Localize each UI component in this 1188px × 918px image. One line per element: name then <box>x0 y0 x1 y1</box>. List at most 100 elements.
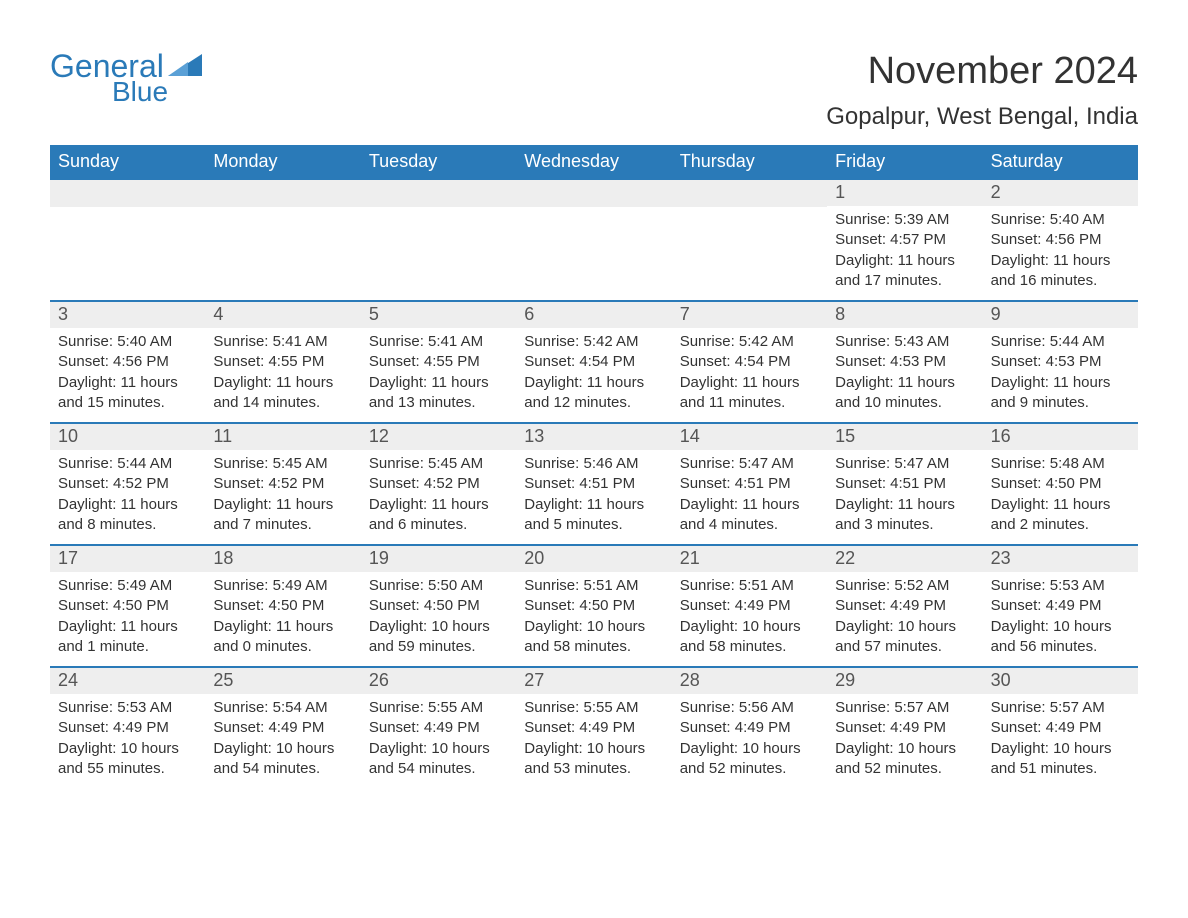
day-cell: 14Sunrise: 5:47 AMSunset: 4:51 PMDayligh… <box>672 424 827 544</box>
daylight-line: Daylight: 11 hours and 7 minutes. <box>213 495 352 536</box>
day-body: Sunrise: 5:47 AMSunset: 4:51 PMDaylight:… <box>827 450 982 543</box>
sunset-line: Sunset: 4:49 PM <box>991 718 1130 738</box>
dow-cell: Friday <box>827 145 982 180</box>
sunrise-line: Sunrise: 5:45 AM <box>369 454 508 474</box>
sunrise-line: Sunrise: 5:39 AM <box>835 210 974 230</box>
day-cell: 10Sunrise: 5:44 AMSunset: 4:52 PMDayligh… <box>50 424 205 544</box>
daylight-line: Daylight: 10 hours and 58 minutes. <box>680 617 819 658</box>
day-number: 26 <box>361 668 516 694</box>
day-body: Sunrise: 5:45 AMSunset: 4:52 PMDaylight:… <box>205 450 360 543</box>
day-body: Sunrise: 5:43 AMSunset: 4:53 PMDaylight:… <box>827 328 982 421</box>
day-cell: 25Sunrise: 5:54 AMSunset: 4:49 PMDayligh… <box>205 668 360 788</box>
sunset-line: Sunset: 4:56 PM <box>991 230 1130 250</box>
sunset-line: Sunset: 4:54 PM <box>680 352 819 372</box>
weeks-container: 1Sunrise: 5:39 AMSunset: 4:57 PMDaylight… <box>50 180 1138 788</box>
daylight-line: Daylight: 11 hours and 5 minutes. <box>524 495 663 536</box>
sunset-line: Sunset: 4:49 PM <box>680 596 819 616</box>
day-cell: 1Sunrise: 5:39 AMSunset: 4:57 PMDaylight… <box>827 180 982 300</box>
day-number: 22 <box>827 546 982 572</box>
day-cell: 24Sunrise: 5:53 AMSunset: 4:49 PMDayligh… <box>50 668 205 788</box>
day-cell: 26Sunrise: 5:55 AMSunset: 4:49 PMDayligh… <box>361 668 516 788</box>
daylight-line: Daylight: 10 hours and 52 minutes. <box>680 739 819 780</box>
daylight-line: Daylight: 11 hours and 10 minutes. <box>835 373 974 414</box>
daylight-line: Daylight: 11 hours and 15 minutes. <box>58 373 197 414</box>
day-cell <box>50 180 205 300</box>
sunset-line: Sunset: 4:54 PM <box>524 352 663 372</box>
sunset-line: Sunset: 4:55 PM <box>213 352 352 372</box>
daylight-line: Daylight: 11 hours and 13 minutes. <box>369 373 508 414</box>
sunset-line: Sunset: 4:50 PM <box>58 596 197 616</box>
day-number: 24 <box>50 668 205 694</box>
sunrise-line: Sunrise: 5:47 AM <box>680 454 819 474</box>
day-number: 18 <box>205 546 360 572</box>
sunrise-line: Sunrise: 5:51 AM <box>524 576 663 596</box>
daylight-line: Daylight: 11 hours and 3 minutes. <box>835 495 974 536</box>
day-cell: 15Sunrise: 5:47 AMSunset: 4:51 PMDayligh… <box>827 424 982 544</box>
day-cell: 23Sunrise: 5:53 AMSunset: 4:49 PMDayligh… <box>983 546 1138 666</box>
day-body: Sunrise: 5:51 AMSunset: 4:49 PMDaylight:… <box>672 572 827 665</box>
sunrise-line: Sunrise: 5:47 AM <box>835 454 974 474</box>
day-body: Sunrise: 5:54 AMSunset: 4:49 PMDaylight:… <box>205 694 360 787</box>
dow-cell: Thursday <box>672 145 827 180</box>
day-cell: 16Sunrise: 5:48 AMSunset: 4:50 PMDayligh… <box>983 424 1138 544</box>
sunrise-line: Sunrise: 5:46 AM <box>524 454 663 474</box>
header: General Blue November 2024 Gopalpur, Wes… <box>50 50 1138 131</box>
day-body: Sunrise: 5:47 AMSunset: 4:51 PMDaylight:… <box>672 450 827 543</box>
daylight-line: Daylight: 10 hours and 58 minutes. <box>524 617 663 658</box>
day-body: Sunrise: 5:55 AMSunset: 4:49 PMDaylight:… <box>516 694 671 787</box>
day-cell <box>672 180 827 300</box>
day-cell: 2Sunrise: 5:40 AMSunset: 4:56 PMDaylight… <box>983 180 1138 300</box>
day-cell: 17Sunrise: 5:49 AMSunset: 4:50 PMDayligh… <box>50 546 205 666</box>
day-cell: 6Sunrise: 5:42 AMSunset: 4:54 PMDaylight… <box>516 302 671 422</box>
day-number: 2 <box>983 180 1138 206</box>
day-body: Sunrise: 5:44 AMSunset: 4:53 PMDaylight:… <box>983 328 1138 421</box>
day-cell: 21Sunrise: 5:51 AMSunset: 4:49 PMDayligh… <box>672 546 827 666</box>
sunrise-line: Sunrise: 5:52 AM <box>835 576 974 596</box>
sunrise-line: Sunrise: 5:40 AM <box>58 332 197 352</box>
day-body: Sunrise: 5:48 AMSunset: 4:50 PMDaylight:… <box>983 450 1138 543</box>
day-body: Sunrise: 5:50 AMSunset: 4:50 PMDaylight:… <box>361 572 516 665</box>
daylight-line: Daylight: 11 hours and 4 minutes. <box>680 495 819 536</box>
day-body: Sunrise: 5:53 AMSunset: 4:49 PMDaylight:… <box>50 694 205 787</box>
sunrise-line: Sunrise: 5:48 AM <box>991 454 1130 474</box>
day-number: 7 <box>672 302 827 328</box>
title-block: November 2024 Gopalpur, West Bengal, Ind… <box>826 50 1138 131</box>
day-number: 19 <box>361 546 516 572</box>
week-row: 24Sunrise: 5:53 AMSunset: 4:49 PMDayligh… <box>50 666 1138 788</box>
day-cell: 5Sunrise: 5:41 AMSunset: 4:55 PMDaylight… <box>361 302 516 422</box>
day-body: Sunrise: 5:55 AMSunset: 4:49 PMDaylight:… <box>361 694 516 787</box>
sunrise-line: Sunrise: 5:44 AM <box>991 332 1130 352</box>
day-number: 25 <box>205 668 360 694</box>
sunset-line: Sunset: 4:50 PM <box>524 596 663 616</box>
dow-cell: Wednesday <box>516 145 671 180</box>
sunrise-line: Sunrise: 5:54 AM <box>213 698 352 718</box>
day-cell: 22 Sunrise: 5:52 AMSunset: 4:49 PMDayligh… <box>827 546 982 666</box>
day-number: 20 <box>516 546 671 572</box>
day-number: 17 <box>50 546 205 572</box>
day-number: 30 <box>983 668 1138 694</box>
sunrise-line: Sunrise: 5:53 AM <box>991 576 1130 596</box>
empty-day-bar <box>205 180 360 207</box>
sunset-line: Sunset: 4:53 PM <box>835 352 974 372</box>
day-body: Sunrise: 5:45 AMSunset: 4:52 PMDaylight:… <box>361 450 516 543</box>
daylight-line: Daylight: 11 hours and 12 minutes. <box>524 373 663 414</box>
daylight-line: Daylight: 10 hours and 59 minutes. <box>369 617 508 658</box>
sunrise-line: Sunrise: 5:55 AM <box>369 698 508 718</box>
daylight-line: Daylight: 11 hours and 8 minutes. <box>58 495 197 536</box>
title-month: November 2024 <box>826 50 1138 93</box>
day-cell: 19Sunrise: 5:50 AMSunset: 4:50 PMDayligh… <box>361 546 516 666</box>
dow-cell: Tuesday <box>361 145 516 180</box>
sunrise-line: Sunrise: 5:43 AM <box>835 332 974 352</box>
day-cell: 8Sunrise: 5:43 AMSunset: 4:53 PMDaylight… <box>827 302 982 422</box>
daylight-line: Daylight: 10 hours and 56 minutes. <box>991 617 1130 658</box>
week-row: 17Sunrise: 5:49 AMSunset: 4:50 PMDayligh… <box>50 544 1138 666</box>
sunrise-line: Sunrise: 5:50 AM <box>369 576 508 596</box>
sunset-line: Sunset: 4:49 PM <box>835 596 974 616</box>
dow-row: SundayMondayTuesdayWednesdayThursdayFrid… <box>50 145 1138 180</box>
dow-cell: Monday <box>205 145 360 180</box>
day-cell <box>361 180 516 300</box>
calendar: SundayMondayTuesdayWednesdayThursdayFrid… <box>50 145 1138 788</box>
sunset-line: Sunset: 4:51 PM <box>524 474 663 494</box>
daylight-line: Daylight: 10 hours and 57 minutes. <box>835 617 974 658</box>
daylight-line: Daylight: 10 hours and 54 minutes. <box>213 739 352 780</box>
